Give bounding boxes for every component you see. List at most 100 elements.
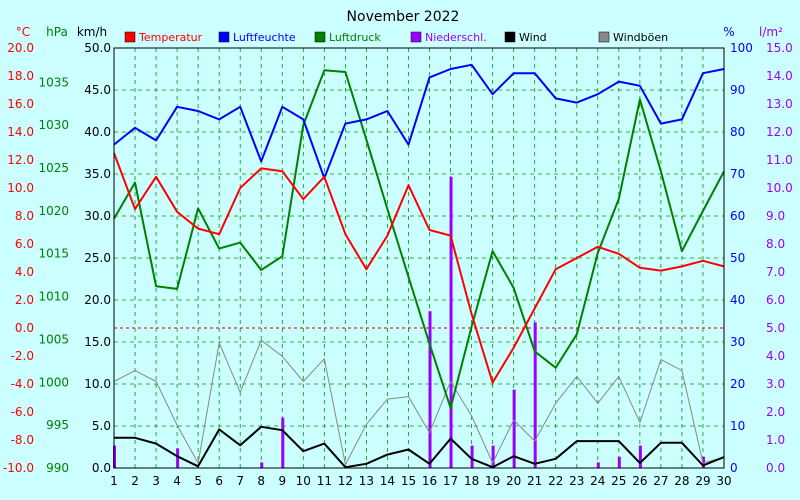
x-tick-label: 29 bbox=[695, 474, 710, 488]
humidity-tick-label: 50 bbox=[730, 251, 745, 265]
precipitation-bars bbox=[113, 176, 705, 469]
x-tick-label: 19 bbox=[485, 474, 500, 488]
humidity-tick-label: 100 bbox=[730, 41, 753, 55]
x-tick-label: 9 bbox=[278, 474, 286, 488]
precipitation-bar bbox=[428, 311, 432, 468]
wind-tick-label: 35.0 bbox=[84, 167, 111, 181]
x-tick-label: 26 bbox=[632, 474, 647, 488]
x-tick-label: 24 bbox=[590, 474, 605, 488]
precipitation-tick-label: 4.0 bbox=[766, 349, 785, 363]
precipitation-tick-label: 0.0 bbox=[766, 461, 785, 475]
x-tick-label: 7 bbox=[236, 474, 244, 488]
pressure-tick-label: 1005 bbox=[38, 332, 69, 346]
x-tick-label: 10 bbox=[296, 474, 311, 488]
legend: Temperatur Luftfeuchte Luftdruck Niederschl… bbox=[124, 31, 668, 44]
wind-tick-label: 45.0 bbox=[84, 83, 111, 97]
wind-tick-label: 30.0 bbox=[84, 209, 111, 223]
series-line-windben bbox=[113, 339, 725, 466]
precipitation-tick-label: 9.0 bbox=[766, 209, 785, 223]
x-tick-label: 12 bbox=[338, 474, 353, 488]
precipitation-bar bbox=[617, 456, 621, 468]
legend-label: Niederschl. bbox=[425, 31, 487, 44]
plot-frame bbox=[113, 47, 725, 469]
temperature-tick-label: 4.0 bbox=[15, 265, 34, 279]
pressure-unit-label: hPa bbox=[46, 25, 68, 39]
pressure-tick-label: 1010 bbox=[38, 290, 69, 304]
temperature-tick-label: 20.0 bbox=[7, 41, 34, 55]
x-tick-label: 27 bbox=[653, 474, 668, 488]
legend-label: Temperatur bbox=[138, 31, 203, 44]
humidity-tick-label: 80 bbox=[730, 125, 745, 139]
x-tick-label: 22 bbox=[548, 474, 563, 488]
temperature-tick-label: 12.0 bbox=[7, 153, 34, 167]
temperature-tick-label: 2.0 bbox=[15, 293, 34, 307]
axis-unit-labels: °C hPa km/h% l/m² bbox=[16, 25, 783, 39]
pressure-tick-label: 1015 bbox=[38, 247, 69, 261]
temperature-unit-label: °C bbox=[16, 25, 30, 39]
precipitation-tick-label: 5.0 bbox=[766, 321, 785, 335]
precipitation-tick-label: 1.0 bbox=[766, 433, 785, 447]
legend-label: Luftfeuchte bbox=[233, 31, 296, 44]
wind-tick-label: 50.0 bbox=[84, 41, 111, 55]
humidity-tick-label: 60 bbox=[730, 209, 745, 223]
legend-swatch bbox=[598, 31, 610, 43]
pressure-tick-label: 1025 bbox=[38, 161, 69, 175]
temperature-tick-label: 10.0 bbox=[7, 181, 34, 195]
legend-label: Wind bbox=[519, 31, 547, 44]
x-tick-label: 3 bbox=[152, 474, 160, 488]
precipitation-tick-label: 11.0 bbox=[766, 153, 793, 167]
pressure-tick-label: 1035 bbox=[38, 75, 69, 89]
wind-tick-label: 10.0 bbox=[84, 377, 111, 391]
x-tick-label: 4 bbox=[173, 474, 181, 488]
temperature-tick-label: 6.0 bbox=[15, 237, 34, 251]
pressure-tick-label: 995 bbox=[46, 418, 69, 432]
wind-tick-label: 15.0 bbox=[84, 335, 111, 349]
precipitation-bar bbox=[176, 448, 180, 468]
precipitation-tick-label: 6.0 bbox=[766, 293, 785, 307]
precipitation-bar bbox=[470, 445, 474, 468]
temperature-tick-label: -8.0 bbox=[11, 433, 34, 447]
temperature-tick-label: 0.0 bbox=[15, 321, 34, 335]
temperature-tick-label: -6.0 bbox=[11, 405, 34, 419]
precipitation-tick-label: 7.0 bbox=[766, 265, 785, 279]
x-tick-label: 2 bbox=[131, 474, 139, 488]
x-tick-label: 18 bbox=[464, 474, 479, 488]
humidity-tick-label: 70 bbox=[730, 167, 745, 181]
x-tick-label: 11 bbox=[317, 474, 332, 488]
precipitation-bar bbox=[449, 176, 453, 469]
humidity-tick-label: 0 bbox=[730, 461, 738, 475]
legend-label: Windböen bbox=[613, 31, 668, 44]
chart-title: November 2022 bbox=[347, 9, 460, 25]
x-tick-label: 1 bbox=[110, 474, 118, 488]
precipitation-tick-label: 2.0 bbox=[766, 405, 785, 419]
series-line-luftfeuchte bbox=[113, 63, 725, 180]
humidity-tick-label: 40 bbox=[730, 293, 745, 307]
legend-label: Luftdruck bbox=[329, 31, 381, 44]
precipitation-tick-label: 3.0 bbox=[766, 377, 785, 391]
x-tick-label: 14 bbox=[380, 474, 395, 488]
legend-swatch bbox=[218, 31, 230, 43]
pressure-tick-label: 990 bbox=[46, 461, 69, 475]
wind-tick-label: 40.0 bbox=[84, 125, 111, 139]
grid bbox=[114, 48, 724, 468]
x-tick-label: 15 bbox=[401, 474, 416, 488]
x-tick-label: 5 bbox=[194, 474, 202, 488]
pressure-tick-label: 1000 bbox=[38, 375, 69, 389]
precipitation-tick-label: 14.0 bbox=[766, 69, 793, 83]
temperature-tick-label: 18.0 bbox=[7, 69, 34, 83]
x-tick-label: 23 bbox=[569, 474, 584, 488]
temperature-tick-label: -4.0 bbox=[11, 377, 34, 391]
precipitation-bar bbox=[512, 389, 516, 468]
series-line-temperatur bbox=[113, 152, 725, 384]
x-tick-label: 13 bbox=[359, 474, 374, 488]
x-tick-label: 8 bbox=[257, 474, 265, 488]
precipitation-bar bbox=[638, 445, 642, 468]
x-tick-label: 28 bbox=[674, 474, 689, 488]
precipitation-bar bbox=[533, 322, 537, 468]
temperature-tick-label: 16.0 bbox=[7, 97, 34, 111]
precipitation-tick-label: 12.0 bbox=[766, 125, 793, 139]
x-tick-label: 21 bbox=[527, 474, 542, 488]
precipitation-bar bbox=[596, 462, 600, 468]
legend-swatch bbox=[314, 31, 326, 43]
